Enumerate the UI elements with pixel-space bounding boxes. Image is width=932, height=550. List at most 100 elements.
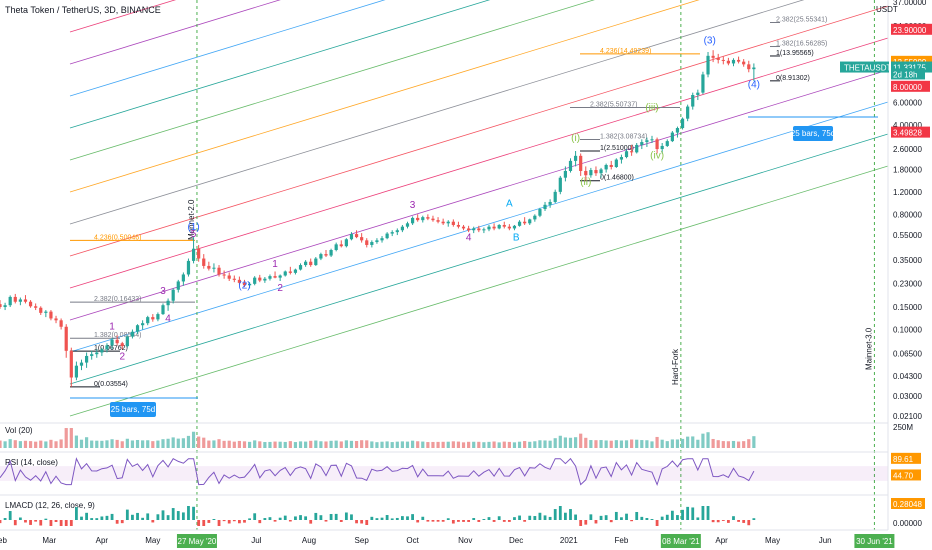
- volume-bar: [18, 441, 22, 448]
- macd-histogram-bar: [360, 520, 364, 524]
- candle-body: [339, 244, 343, 247]
- volume-bar: [319, 441, 323, 448]
- volume-bar: [3, 441, 7, 448]
- candle-body: [186, 260, 191, 275]
- candle-body: [69, 350, 73, 378]
- candle-body: [309, 261, 313, 266]
- macd-histogram-bar: [477, 520, 481, 522]
- volume-bar: [263, 442, 267, 448]
- macd-histogram-bar: [645, 517, 649, 520]
- event-label: Hard-Fork: [671, 348, 680, 385]
- volume-bar: [487, 441, 491, 448]
- candle-body: [354, 234, 359, 238]
- volume-bar: [645, 440, 649, 448]
- candle-body: [268, 276, 272, 279]
- candle-body: [731, 59, 736, 64]
- volume-bar: [502, 441, 506, 448]
- macd-histogram-bar: [594, 520, 598, 524]
- candle-body: [334, 244, 338, 251]
- macd-histogram-bar: [212, 519, 216, 520]
- candle-body: [49, 311, 53, 319]
- macd-histogram-bar: [385, 515, 389, 520]
- candle-body: [624, 151, 629, 158]
- volume-bar: [156, 440, 160, 448]
- volume-bar: [344, 440, 348, 448]
- candle-body: [95, 352, 99, 355]
- channel-line: [69, 0, 595, 161]
- macd-histogram-bar: [482, 519, 486, 520]
- macd-histogram-bar: [146, 513, 150, 520]
- volume-bar: [635, 439, 639, 448]
- candle-body: [752, 67, 756, 70]
- candle-body: [650, 139, 654, 141]
- macd-histogram-bar: [294, 516, 297, 520]
- volume-bar: [507, 441, 511, 448]
- candle-body: [380, 238, 384, 241]
- volume-bar: [44, 441, 48, 448]
- indicator-panels: Vol (20) 250M RSI (14, close) 89.61 44.70 LMA…: [0, 423, 925, 528]
- candle-body: [278, 275, 282, 278]
- rsi-band: [0, 466, 888, 481]
- event-label: Mainnet-3.0: [864, 327, 873, 370]
- wave-label: 1: [109, 321, 115, 332]
- x-tick-label: May: [765, 536, 780, 545]
- candle-body: [584, 170, 588, 176]
- candle-body: [568, 160, 573, 171]
- y-tick-label: 4.00000: [893, 121, 922, 130]
- y-tick-label: 37.00000: [893, 0, 927, 7]
- candle-body: [395, 230, 399, 233]
- volume-bar: [528, 441, 532, 448]
- candle-body: [716, 57, 720, 60]
- y-tick-label: 0.02100: [893, 412, 922, 421]
- macd-histogram-bar: [507, 520, 511, 522]
- price-tag-label: THETAUSDT: [844, 64, 892, 73]
- macd-histogram-bar: [711, 520, 715, 523]
- candle-body: [701, 74, 705, 93]
- x-tick-label: Feb: [615, 536, 629, 545]
- macd-histogram-bar: [467, 520, 471, 522]
- candle-body: [609, 164, 613, 168]
- macd-histogram-bar: [141, 517, 145, 520]
- candle-body: [599, 169, 603, 174]
- candles: [0, 50, 756, 387]
- fib-label: 1(2.51000): [600, 145, 634, 152]
- volume-bar: [74, 435, 79, 448]
- macd-histogram-bar: [696, 517, 700, 520]
- volume-bar: [523, 441, 527, 448]
- volume-bar: [405, 441, 410, 448]
- macd-histogram-bar: [411, 514, 414, 520]
- volume-bar: [120, 441, 124, 448]
- macd-histogram-bar: [304, 516, 308, 520]
- candle-body: [191, 248, 196, 261]
- candle-body: [523, 221, 527, 224]
- candle-body: [660, 145, 664, 150]
- volume-bar: [461, 442, 466, 448]
- macd-histogram-bar: [497, 516, 501, 520]
- macd-histogram-bar: [543, 515, 547, 520]
- fib-label: 1(0.06762): [94, 345, 128, 352]
- candle-body: [18, 299, 22, 302]
- candle-body: [589, 170, 593, 176]
- macd-histogram-bar: [584, 520, 588, 525]
- wave-label: (3): [704, 35, 716, 46]
- volume-bar: [370, 441, 374, 448]
- x-tick-label: Jun: [819, 536, 832, 545]
- macd-histogram-bar: [263, 518, 267, 520]
- x-tick-label: Mar: [42, 536, 56, 545]
- volume-bar: [146, 440, 150, 448]
- macd-histogram-bar: [202, 520, 206, 526]
- macd-histogram-bar: [406, 516, 409, 520]
- channel-line: [69, 0, 281, 65]
- price-tag: [840, 61, 889, 73]
- volume-bar: [701, 433, 705, 448]
- fib-label: 2.382(0.16433): [94, 296, 141, 303]
- volume-bar: [512, 442, 517, 448]
- candle-body: [543, 204, 547, 210]
- candle-body: [59, 320, 63, 327]
- candle-body: [156, 314, 160, 320]
- candle-body: [431, 218, 435, 221]
- y-tick-label: 1.80000: [893, 165, 922, 174]
- y-tick-label: 0.03000: [893, 392, 922, 401]
- candle-body: [161, 305, 165, 315]
